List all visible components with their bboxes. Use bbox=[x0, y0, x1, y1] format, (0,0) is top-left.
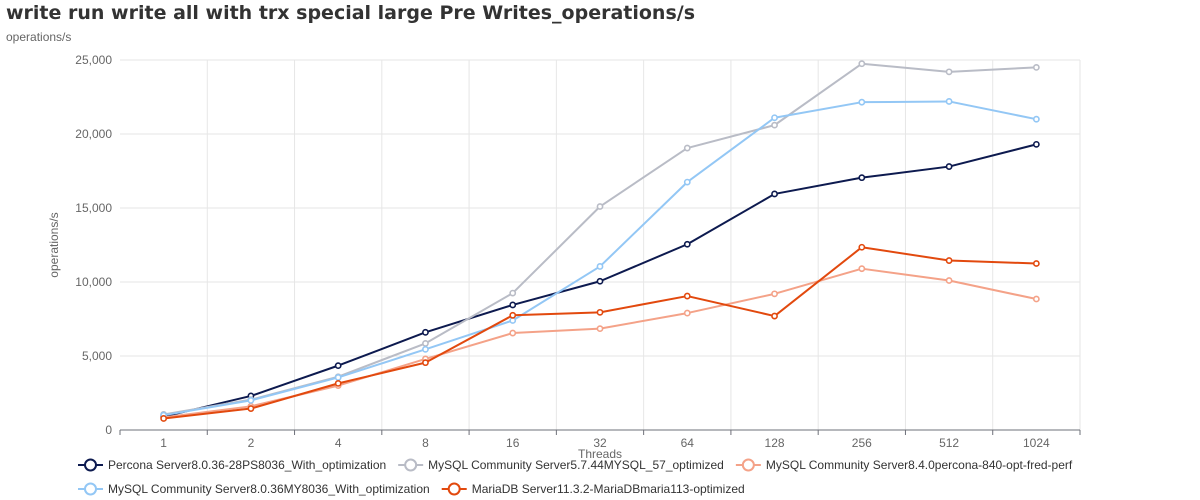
legend-item: Percona Server8.0.36-28PS8036_With_optim… bbox=[78, 458, 386, 472]
y-tick-label: 15,000 bbox=[75, 201, 112, 215]
y-tick-label: 20,000 bbox=[75, 127, 112, 141]
data-point bbox=[509, 311, 517, 319]
data-point bbox=[509, 301, 517, 309]
legend-swatch-marker bbox=[447, 482, 461, 496]
data-point bbox=[596, 308, 604, 316]
data-point bbox=[771, 114, 778, 122]
gridlines bbox=[120, 59, 1081, 430]
series-5 bbox=[160, 243, 1040, 422]
data-point bbox=[945, 257, 953, 264]
legend-swatch-marker bbox=[84, 458, 97, 472]
data-point bbox=[422, 359, 429, 367]
x-tick-label: 2 bbox=[248, 436, 255, 450]
data-point bbox=[771, 312, 778, 320]
chart-title: write run write all with trx special lar… bbox=[6, 2, 696, 24]
data-point bbox=[422, 345, 429, 353]
data-point bbox=[596, 263, 604, 270]
data-point bbox=[945, 277, 953, 284]
legend-label: MySQL Community Server8.4.0percona-840-o… bbox=[766, 458, 1073, 472]
x-tick-label: 4 bbox=[335, 436, 342, 450]
data-point bbox=[858, 265, 866, 273]
data-point bbox=[858, 243, 866, 251]
data-point bbox=[509, 289, 517, 297]
x-tick-label: 8 bbox=[422, 436, 429, 450]
data-point bbox=[945, 98, 953, 105]
x-tick-label: 1 bbox=[160, 436, 167, 450]
legend-label: MySQL Community Server8.0.36MY8036_With_… bbox=[108, 482, 430, 496]
legend-label: Percona Server8.0.36-28PS8036_With_optim… bbox=[108, 458, 386, 472]
data-point bbox=[334, 362, 342, 370]
data-point bbox=[509, 329, 517, 337]
data-point bbox=[334, 379, 342, 387]
legend-label: MariaDB Server11.3.2-MariaDBmaria113-opt… bbox=[472, 482, 745, 496]
series-2 bbox=[160, 60, 1040, 418]
data-point bbox=[683, 178, 691, 186]
data-point bbox=[771, 190, 778, 198]
data-point bbox=[1032, 260, 1040, 267]
legend-swatch-marker bbox=[741, 458, 755, 472]
data-point bbox=[1032, 115, 1040, 123]
data-point bbox=[683, 240, 691, 248]
legend: Percona Server8.0.36-28PS8036_With_optim… bbox=[78, 458, 1073, 496]
data-point bbox=[771, 290, 778, 298]
unit-label: operations/s bbox=[6, 30, 72, 44]
legend-label: MySQL Community Server5.7.44MYSQL_57_opt… bbox=[428, 458, 724, 472]
data-point bbox=[945, 163, 953, 170]
legend-item: MariaDB Server11.3.2-MariaDBmaria113-opt… bbox=[441, 482, 745, 496]
data-point bbox=[1032, 295, 1040, 303]
x-tick-label: 1024 bbox=[1023, 436, 1050, 450]
x-tick-label: 32 bbox=[593, 436, 607, 450]
data-point bbox=[247, 405, 255, 412]
x-tick-label: 256 bbox=[852, 436, 872, 450]
data-point bbox=[1032, 64, 1040, 71]
y-axis-title: operations/s bbox=[47, 212, 61, 277]
series-group bbox=[160, 60, 1040, 422]
data-point bbox=[858, 174, 866, 182]
legend-swatch-marker bbox=[84, 482, 97, 496]
data-point bbox=[334, 374, 342, 381]
data-point bbox=[422, 328, 429, 336]
legend-swatch-marker bbox=[404, 458, 418, 472]
data-point bbox=[160, 415, 168, 422]
data-point bbox=[1032, 140, 1040, 148]
x-tick-label: 64 bbox=[681, 436, 695, 450]
x-axis-title: Threads bbox=[578, 447, 622, 461]
y-tick-label: 0 bbox=[105, 423, 112, 437]
legend-item: MySQL Community Server5.7.44MYSQL_57_opt… bbox=[398, 458, 724, 472]
legend-item: MySQL Community Server8.4.0percona-840-o… bbox=[735, 458, 1073, 472]
data-point bbox=[596, 277, 604, 285]
x-tick-label: 128 bbox=[765, 436, 785, 450]
x-tick-label: 16 bbox=[506, 436, 520, 450]
series-1 bbox=[160, 140, 1040, 421]
x-tick-label: 512 bbox=[939, 436, 959, 450]
series-4 bbox=[160, 98, 1040, 419]
data-point bbox=[596, 325, 604, 333]
data-point bbox=[858, 98, 866, 106]
data-point bbox=[247, 396, 255, 404]
data-point bbox=[771, 121, 778, 129]
y-tick-label: 5,000 bbox=[82, 349, 112, 363]
y-tick-label: 25,000 bbox=[75, 53, 112, 67]
data-point bbox=[945, 68, 953, 76]
data-point bbox=[422, 340, 429, 347]
axes: 0 5,000 10,000 15,000 20,000 25,000 1 2 4 8 16 32 64… bbox=[47, 53, 1081, 461]
y-tick-label: 10,000 bbox=[75, 275, 112, 289]
data-point bbox=[596, 203, 604, 210]
data-point bbox=[858, 60, 866, 68]
legend-item: MySQL Community Server8.0.36MY8036_With_… bbox=[78, 482, 430, 496]
data-point bbox=[683, 309, 691, 317]
data-point bbox=[683, 144, 691, 152]
data-point bbox=[683, 292, 691, 300]
